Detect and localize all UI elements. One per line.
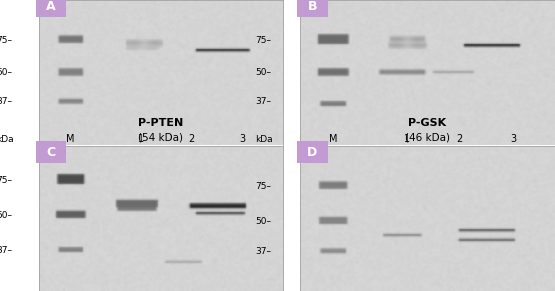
Text: (46 kDa): (46 kDa) — [405, 133, 450, 143]
Text: 1: 1 — [138, 134, 144, 144]
Text: (54 kDa): (54 kDa) — [138, 133, 184, 143]
FancyBboxPatch shape — [297, 0, 328, 17]
Text: 50–: 50– — [256, 68, 271, 77]
Text: 75–: 75– — [0, 176, 12, 185]
FancyBboxPatch shape — [37, 141, 65, 163]
Text: C: C — [47, 146, 56, 159]
Text: P-PTEN: P-PTEN — [138, 118, 184, 128]
Text: kDa: kDa — [255, 135, 273, 144]
Text: 75–: 75– — [256, 36, 271, 45]
Text: 37–: 37– — [256, 97, 271, 106]
Text: P-GSK: P-GSK — [408, 118, 446, 128]
Text: 3: 3 — [510, 134, 516, 144]
Text: A: A — [46, 0, 56, 13]
Text: 2: 2 — [188, 134, 195, 144]
Text: 37–: 37– — [0, 97, 12, 106]
Text: 37–: 37– — [0, 246, 12, 255]
Text: D: D — [307, 146, 317, 159]
Text: M: M — [329, 134, 337, 144]
Text: 1: 1 — [404, 134, 410, 144]
Text: 50–: 50– — [0, 211, 12, 220]
Text: 2: 2 — [456, 134, 462, 144]
Text: 50–: 50– — [256, 217, 271, 226]
Text: 75–: 75– — [0, 36, 12, 45]
Text: kDa: kDa — [0, 135, 13, 144]
Text: 37–: 37– — [256, 247, 271, 256]
Text: 50–: 50– — [0, 68, 12, 77]
FancyBboxPatch shape — [297, 141, 328, 163]
Text: 3: 3 — [240, 134, 246, 144]
FancyBboxPatch shape — [37, 0, 65, 17]
Text: 75–: 75– — [256, 182, 271, 191]
Text: B: B — [307, 0, 317, 13]
Text: M: M — [67, 134, 75, 144]
